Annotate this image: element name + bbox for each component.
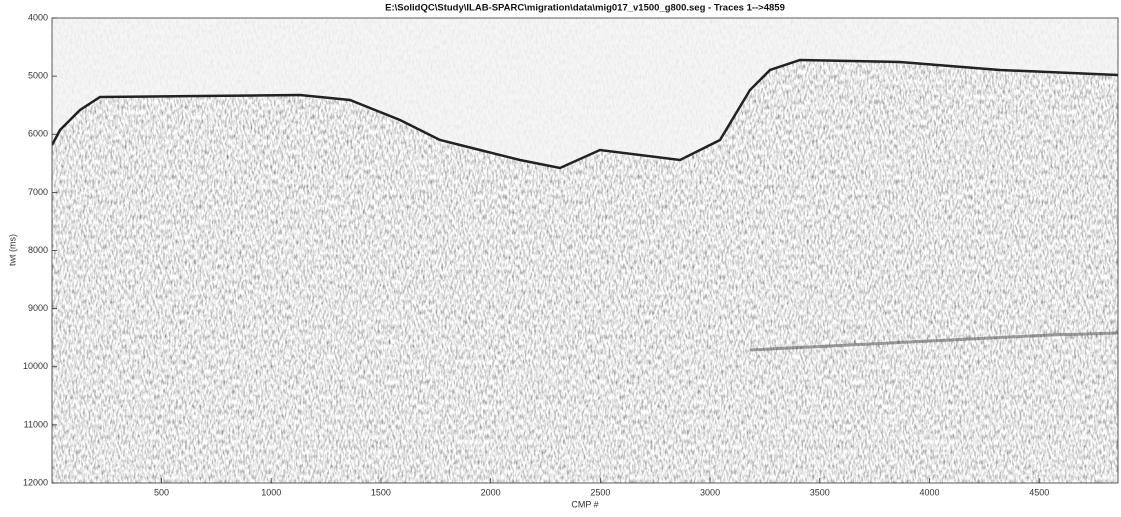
y-axis-label: twt (ms) bbox=[7, 234, 17, 266]
deep-reflector bbox=[749, 331, 1118, 352]
y-tick-label: 4000 bbox=[28, 12, 48, 22]
y-tick-label: 7000 bbox=[28, 187, 48, 197]
y-tick-label: 5000 bbox=[28, 71, 48, 81]
x-tick-label: 3000 bbox=[700, 487, 720, 497]
y-tick-label: 6000 bbox=[28, 129, 48, 139]
x-tick-label: 2000 bbox=[481, 487, 501, 497]
y-tick-label: 12000 bbox=[23, 477, 48, 487]
x-tick-label: 3500 bbox=[810, 487, 830, 497]
x-tick-label: 4000 bbox=[919, 487, 939, 497]
water-column bbox=[52, 18, 1118, 168]
seismic-image bbox=[52, 18, 1118, 483]
seafloor-horizon bbox=[52, 58, 1118, 170]
x-tick-label: 1000 bbox=[261, 487, 281, 497]
x-tick-label: 4500 bbox=[1029, 487, 1049, 497]
y-tick-label: 8000 bbox=[28, 245, 48, 255]
x-tick-label: 2500 bbox=[590, 487, 610, 497]
y-tick-label: 11000 bbox=[24, 419, 48, 429]
x-tick-label: 500 bbox=[154, 487, 169, 497]
x-tick-label: 1500 bbox=[371, 487, 391, 497]
y-tick-label: 9000 bbox=[28, 303, 48, 313]
x-axis-label: CMP # bbox=[571, 499, 598, 509]
y-tick-label: 10000 bbox=[23, 361, 48, 371]
chart-title: E:\SolidQC\Study\ILAB-SPARC\migration\da… bbox=[385, 3, 785, 14]
